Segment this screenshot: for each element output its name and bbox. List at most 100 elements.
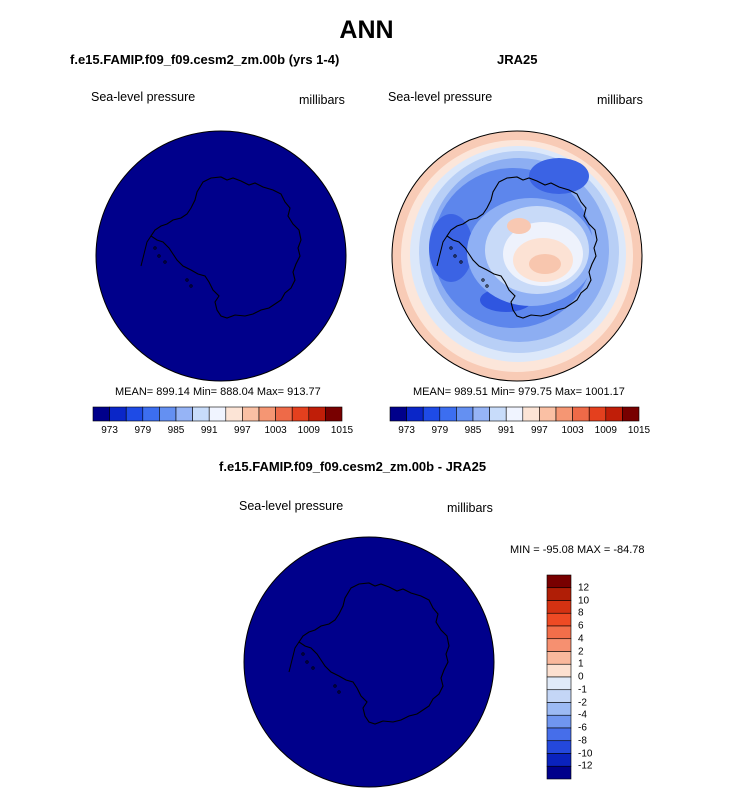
colorbar-box [588,406,607,422]
colorbar-tick-label: 973 [101,425,118,436]
diff-variable-label: Sea-level pressure [239,499,344,513]
colorbar-tick-label: 0 [578,671,584,683]
colorbar-tick-label: 991 [497,425,515,436]
diff-colorbar [546,574,572,780]
colorbar-tick-label: 1015 [330,425,354,436]
colorbar-tick-label: -6 [578,722,587,734]
island-mark [459,260,463,264]
colorbar-box [225,406,243,422]
colorbar-box [572,406,590,422]
colorbar-box [489,406,507,422]
model-polar-map [95,130,347,382]
colorbar-box [92,406,110,422]
colorbar-box [546,651,572,665]
colorbar-box [622,406,640,422]
colorbar-box [125,406,144,422]
colorbar-box [175,406,193,422]
colorbar-box [308,406,326,422]
coastline-path [298,582,450,725]
colorbar-tick-label: 6 [578,620,584,632]
colorbar-box [546,612,572,627]
colorbar-box [546,689,572,703]
colorbar-tick-label: 8 [578,607,584,619]
obs-high-west [507,218,531,234]
model-panel-title: f.e15.FAMIP.f09_f09.cesm2_zm.00b (yrs 1-… [70,52,340,67]
colorbar-box [242,406,260,422]
colorbar-tick-label: -1 [578,684,587,696]
island-mark [481,278,485,282]
diff-panel-title: f.e15.FAMIP.f09_f09.cesm2_zm.00b - JRA25 [219,459,487,474]
colorbar-box [422,406,441,422]
colorbar-tick-label: 985 [167,425,185,436]
model-antarctica-outline [140,176,302,319]
island-mark [163,260,167,264]
colorbar-tick-label: -2 [578,697,587,708]
island-mark [185,278,189,282]
obs-stats: MEAN= 989.51 Min= 979.75 Max= 1001.17 [413,386,625,398]
island-mark [305,660,309,664]
colorbar-box [546,676,572,691]
diff-stats: MIN = -95.08 MAX = -84.78 [510,544,645,556]
colorbar-tick-label: -4 [578,709,587,721]
colorbar-box [275,406,293,422]
peninsula-path [436,235,448,267]
diff-antarctica-outline [288,582,450,725]
colorbar-box [546,587,572,601]
model-variable-label: Sea-level pressure [91,90,196,104]
island-mark [337,690,341,694]
island-mark [453,254,457,258]
colorbar-box [546,663,572,678]
colorbar-tick-label: 997 [531,425,548,436]
island-mark [301,652,305,656]
obs-panel-title: JRA25 [497,52,538,67]
colorbar-box [546,714,572,729]
colorbar-tick-label: 991 [200,425,218,436]
island-mark [449,246,453,250]
colorbar-box [159,406,177,422]
obs-polar-map [391,130,643,382]
colorbar-tick-label: 1009 [594,425,617,436]
colorbar-box [109,406,127,422]
colorbar-box [192,406,210,422]
island-mark [153,246,157,250]
colorbar-tick-label: 1015 [627,425,651,436]
obs-variable-label: Sea-level pressure [388,90,493,104]
diff-polar-map [243,536,495,788]
colorbar-tick-label: 1003 [264,425,287,436]
colorbar-box [546,574,572,589]
colorbar-tick-label: 973 [398,425,415,436]
colorbar-box [208,406,227,422]
model-disc [95,130,347,382]
colorbar-tick-label: 2 [578,646,584,657]
colorbar-tick-label: -8 [578,735,587,747]
colorbar-tick-label: -12 [578,760,593,772]
colorbar-tick-label: 12 [578,582,590,594]
colorbar-box [505,406,524,422]
colorbar-tick-label: 4 [578,633,584,645]
colorbar-tick-label: 979 [431,425,449,436]
obs-low-north [529,158,589,194]
colorbar-box [291,406,310,422]
island-mark [485,284,489,288]
colorbar-box [258,406,276,422]
colorbar-box [546,727,572,742]
colorbar-tick-label: 979 [134,425,152,436]
obs-high-core [529,254,561,274]
obs-units-label: millibars [597,93,643,107]
colorbar-box [439,406,457,422]
model-colorbar [92,406,343,422]
peninsula-path [288,641,300,673]
colorbar-box [539,406,557,422]
colorbar-box [472,406,490,422]
obs-colorbar [389,406,640,422]
diff-disc [243,536,495,788]
colorbar-box [325,406,343,422]
colorbar-box [389,406,407,422]
diff-units-label: millibars [447,501,493,515]
colorbar-tick-label: 1 [578,658,584,670]
colorbar-tick-label: 985 [464,425,482,436]
coastline-path [150,176,302,319]
colorbar-tick-label: 997 [234,425,251,436]
colorbar-box [546,625,572,640]
main-title: ANN [339,16,394,44]
